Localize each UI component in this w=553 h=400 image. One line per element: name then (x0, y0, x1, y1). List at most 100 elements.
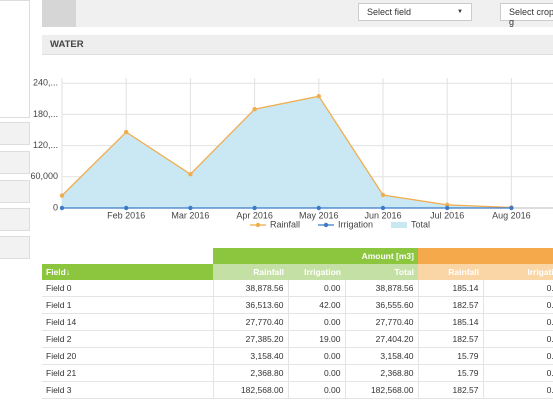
table-cell: 0.0 (483, 313, 553, 331)
table-cell: 0.00 (288, 280, 346, 297)
data-point (252, 107, 257, 112)
x-tick-label: May 2016 (299, 210, 339, 220)
x-tick-label: Mar 2016 (171, 210, 209, 220)
table-cell: 38,878.56 (213, 280, 289, 297)
table-cell: 27,770.40 (345, 313, 419, 331)
table-cell: Field 3 (42, 381, 214, 399)
table-cell: 0.0 (483, 347, 553, 365)
series-line (61, 95, 512, 209)
table-cell: Field 0 (42, 280, 214, 297)
table-cell: Field 14 (42, 313, 214, 331)
table-cell: Field 20 (42, 347, 214, 365)
sidebar-panel (0, 0, 30, 118)
y-tick-label: 120,... (33, 140, 58, 150)
data-point (252, 205, 257, 211)
table-cell: 15.79 (418, 364, 484, 382)
data-point (59, 205, 65, 211)
data-point (316, 94, 321, 99)
y-tick-label: 240,... (33, 78, 58, 88)
column-header: Total (345, 264, 418, 280)
column-header[interactable]: Field↓ (42, 264, 213, 280)
data-point (188, 205, 193, 211)
sidebar-button[interactable] (0, 122, 30, 145)
y-tick-label: 180,... (33, 109, 58, 119)
table-cell: 15.79 (418, 347, 484, 365)
table-cell: 0.00 (288, 381, 346, 399)
table-cell: 27,404.20 (345, 330, 419, 348)
section-title: WATER (42, 35, 553, 55)
data-point (380, 205, 386, 211)
legend-dot (323, 222, 329, 228)
table-cell: 182,568.00 (345, 381, 419, 399)
select-label: Select field (367, 7, 412, 17)
table-cell: 36,513.60 (213, 296, 289, 314)
chart: 0 60,000 120,... 180,... 240,... Feb 2016 Mar … (30, 78, 553, 229)
table-cell: Field 21 (42, 364, 214, 382)
group-header: Amount [m3] (213, 248, 418, 264)
x-tick-label: Apr 2016 (236, 210, 273, 220)
column-header: Irrigation (288, 264, 345, 280)
y-tick-label: 0 (53, 202, 58, 212)
table-cell: 182.57 (418, 296, 484, 314)
data-point (124, 129, 129, 135)
legend-label: Total (411, 219, 430, 229)
table-cell: 182.57 (418, 330, 484, 348)
sidebar-button[interactable] (0, 208, 30, 231)
toggle-button[interactable] (42, 0, 76, 27)
crop-select[interactable]: Select crop g (500, 3, 553, 27)
table-cell: 0.00 (288, 313, 346, 331)
table-cell: 3,158.40 (213, 347, 289, 365)
group-header-row: Amount [m3] (42, 248, 553, 264)
group-header (418, 248, 553, 264)
data-point (445, 202, 450, 208)
sidebar-button[interactable] (0, 236, 30, 259)
data-point (59, 193, 65, 198)
data-point (509, 205, 514, 211)
header-row: Field↓ Rainfall Irrigation Total Rainfall Irr… (42, 264, 553, 280)
data-point (188, 172, 193, 177)
field-select[interactable]: Select field ▼ (358, 3, 472, 21)
x-tick-label: Aug 2016 (492, 210, 531, 220)
data-point (380, 192, 386, 198)
table-cell: 0.0 (483, 381, 553, 399)
column-header: Rainfall (418, 264, 483, 280)
table-cell: 42.00 (288, 296, 346, 314)
x-tick-label: Feb 2016 (107, 210, 145, 220)
data-table: Amount [m3] Field↓ Rainfall Irrigation Total… (42, 248, 553, 399)
sidebar-button[interactable] (0, 180, 30, 203)
legend-dot (255, 222, 261, 228)
table-cell: 27,770.40 (213, 313, 289, 331)
legend-label: Irrigation (338, 219, 373, 229)
legend-item: Irrigation (318, 219, 373, 229)
table-cell: 182,568.00 (213, 381, 289, 399)
table-cell: 38,878.56 (345, 280, 419, 297)
legend-item: Total (391, 219, 430, 229)
caret: ▼ (457, 9, 463, 15)
table-cell: 182.57 (418, 381, 484, 399)
total-area (62, 96, 512, 208)
data-point (124, 205, 129, 211)
table-cell: Field 2 (42, 330, 214, 348)
table-cell: 27,385.20 (213, 330, 289, 348)
table-cell: 2,368.80 (345, 364, 419, 382)
select-label: Select crop g (509, 7, 553, 27)
legend-label: Rainfall (270, 219, 300, 229)
table-cell: 2,368.80 (213, 364, 289, 382)
table-cell: 36,555.60 (345, 296, 419, 314)
table-cell: 0.0 (483, 280, 553, 297)
sidebar-button[interactable] (0, 151, 30, 174)
data-point (445, 205, 450, 211)
table-cell: 19.00 (288, 330, 346, 348)
column-header: Irrigatio (483, 264, 553, 280)
y-tick-label: 60,000 (30, 171, 58, 181)
x-tick-label: Jun 2016 (364, 210, 401, 220)
table-cell: 185.14 (418, 313, 484, 331)
table-cell: 185.14 (418, 280, 484, 297)
table-cell: Field 1 (42, 296, 214, 314)
